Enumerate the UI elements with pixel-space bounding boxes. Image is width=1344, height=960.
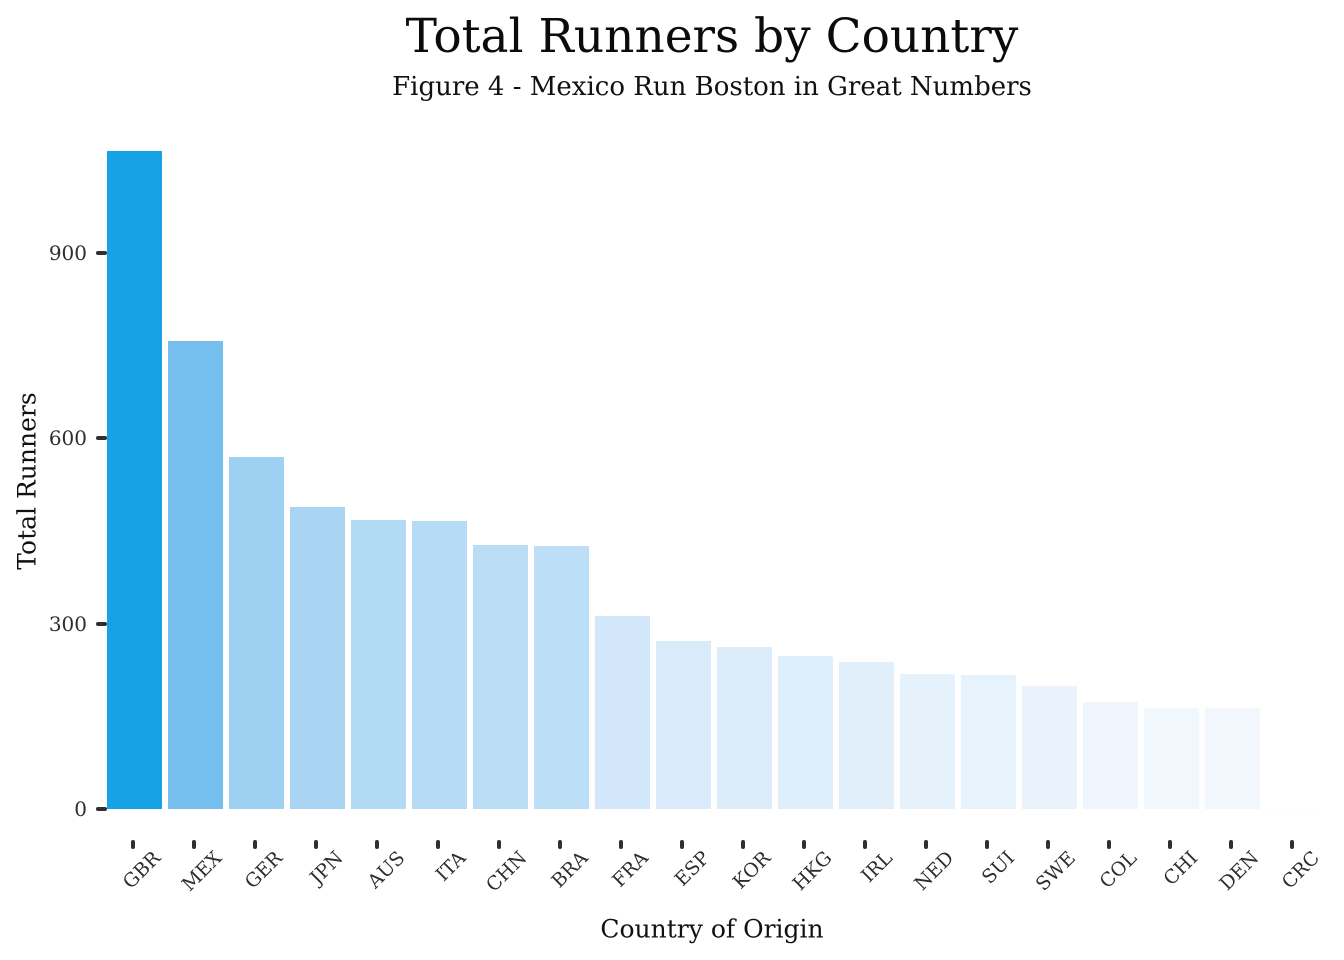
x-tick-mark [1289,840,1294,849]
x-tick-mark [1167,840,1172,849]
bar-swe [1022,686,1077,809]
x-tick-label: HKG [788,847,837,896]
bar-sui [961,675,1016,809]
x-tick-label: MEX [177,847,227,896]
x-tick-label: ESP [670,847,715,891]
x-tick-label: SUI [977,847,1020,889]
bar-hkg [778,656,833,809]
x-tick-mark [923,840,928,849]
bar-ita [412,521,467,809]
x-tick-label: AUS [363,847,410,893]
bar-gbr [107,151,162,809]
x-tick-label: ITA [431,847,471,886]
y-tick-label: 600 [48,426,87,451]
bar-irl [839,662,894,809]
x-tick-mark [1228,840,1233,849]
bar-jpn [290,507,345,809]
chart-title: Total Runners by Country [405,9,1019,64]
x-tick-mark [1045,840,1050,849]
x-tick-label: NED [910,847,959,895]
bar-crc [1266,808,1321,809]
y-tick-mark [96,251,107,255]
x-tick-mark [618,840,623,849]
x-tick-label: SWE [1031,847,1081,896]
bar-bra [534,546,589,809]
x-tick-mark [313,840,318,849]
bar-fra [595,616,650,809]
x-tick-label: CHI [1159,847,1203,890]
x-tick-mark [1106,840,1111,849]
bar-den [1205,708,1260,809]
bar-chi [1144,708,1199,809]
x-tick-label: CHN [481,847,532,897]
x-tick-mark [191,840,196,849]
x-axis-title-text: Country of Origin [600,914,824,944]
bar-mex [168,341,223,809]
x-tick-label: DEN [1215,847,1264,895]
y-tick-mark [96,807,107,811]
x-tick-label: GBR [118,847,166,894]
y-tick-label: 900 [48,241,87,265]
y-axis-title-text: Total Runners [12,392,42,570]
x-tick-mark [496,840,501,849]
x-tick-mark [801,840,806,849]
x-tick-mark [679,840,684,849]
x-tick-mark [862,840,867,849]
bar-ger [229,457,284,809]
x-tick-label: BRA [546,847,593,893]
y-tick-label: 300 [48,611,87,636]
x-tick-label: KOR [728,847,776,894]
x-tick-mark [435,840,440,849]
x-tick-mark [557,840,562,849]
y-tick-mark [96,436,107,441]
x-tick-label: COL [1095,847,1142,893]
y-tick-label: 0 [74,797,87,821]
bar-chn [473,545,528,809]
x-tick-mark [252,840,257,849]
x-tick-label: FRA [608,847,654,892]
bar-ned [900,674,955,809]
x-tick-mark [740,840,745,849]
x-tick-label: IRL [857,847,898,887]
x-tick-mark [984,840,989,849]
bar-kor [717,647,772,809]
x-tick-label: JPN [306,847,349,889]
x-tick-mark [374,840,379,849]
y-tick-mark [96,621,107,626]
bar-aus [351,520,406,809]
chart-subtitle: Figure 4 - Mexico Run Boston in Great Nu… [392,72,1032,102]
bar-esp [656,641,711,809]
x-tick-label: CRC [1277,847,1325,894]
x-tick-mark [130,840,135,849]
bar-col [1083,702,1138,809]
x-tick-label: GER [240,847,288,894]
